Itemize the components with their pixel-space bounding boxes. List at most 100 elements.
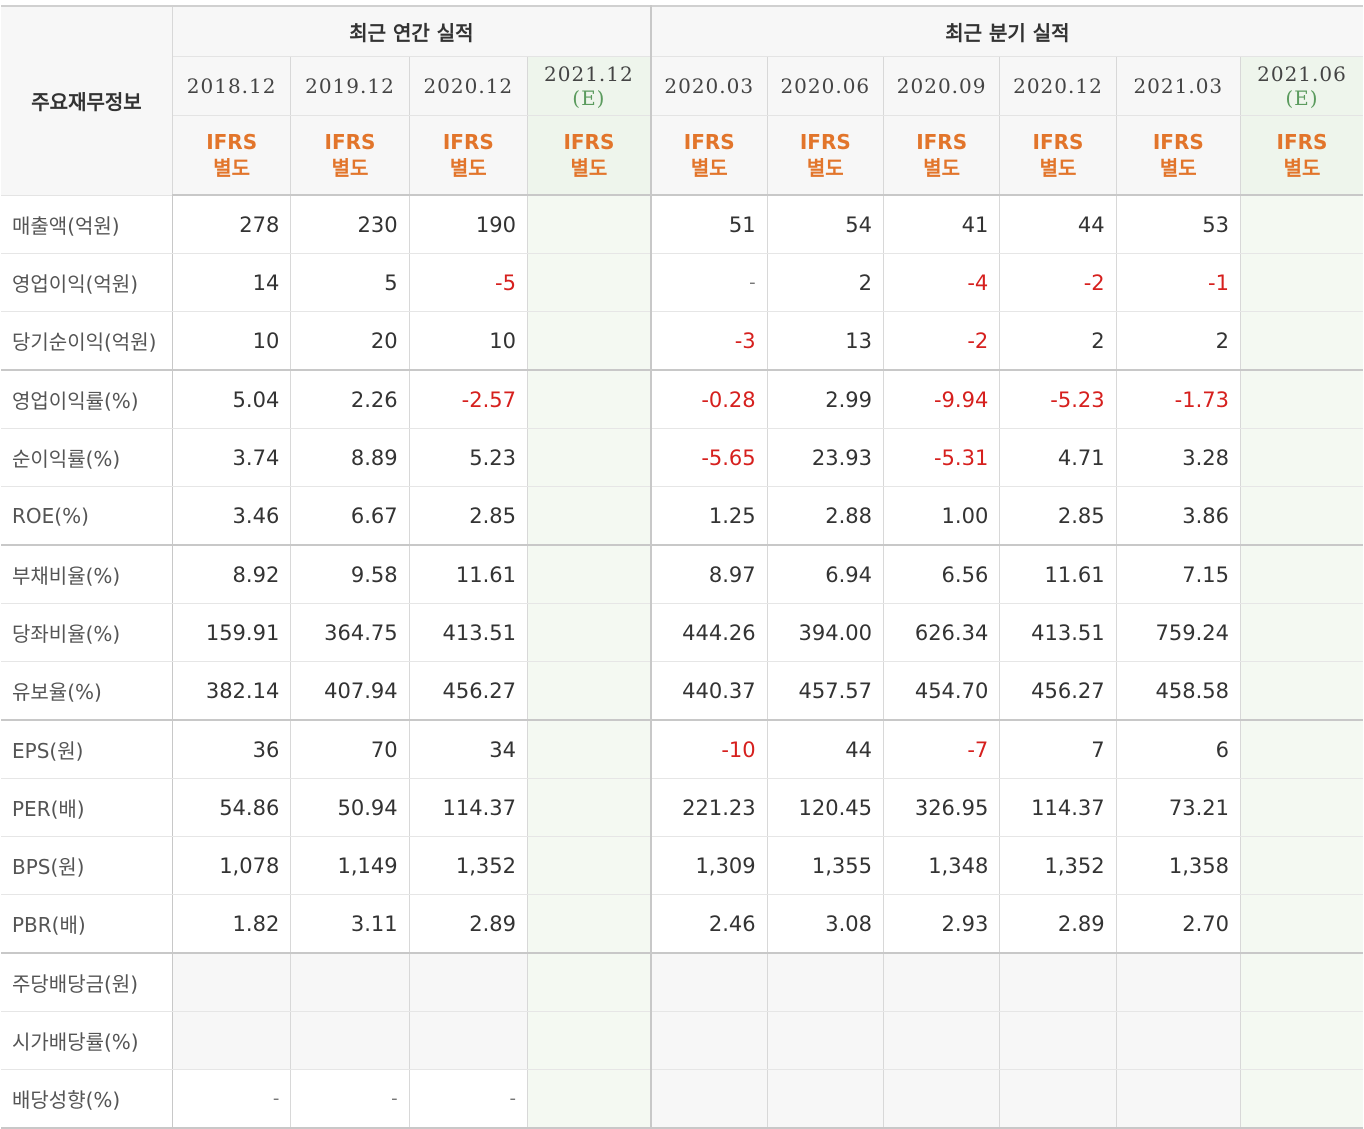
- table-row: 주당배당금(원): [1, 953, 1363, 1012]
- table-cell: [1240, 311, 1363, 371]
- table-cell: [767, 1011, 884, 1070]
- table-cell: [650, 953, 768, 1012]
- row-label: PER(배): [1, 778, 173, 837]
- table-cell: 114.37: [409, 778, 528, 837]
- table-cell: 6: [1116, 720, 1241, 779]
- table-cell: 2.88: [767, 486, 884, 546]
- table-cell: 44: [767, 720, 884, 779]
- row-label: 당기순이익(억원): [1, 311, 173, 371]
- table-row: PER(배) 54.86 50.94 114.37 221.23 120.45 326.95…: [1, 778, 1363, 837]
- period-header: 2021.12 (E): [527, 56, 652, 116]
- row-label: 유보율(%): [1, 661, 173, 721]
- table-row: 매출액(억원) 278 230 190 51 54 41 44 53: [1, 195, 1363, 254]
- table-cell: [1240, 1011, 1363, 1070]
- table-cell: 54: [767, 195, 884, 254]
- table-cell: 1,078: [172, 836, 292, 895]
- period-header: 2020.12: [409, 56, 528, 116]
- separate-label: 별도: [1283, 156, 1321, 180]
- row-label: BPS(원): [1, 836, 173, 895]
- table-cell: [409, 953, 528, 1012]
- table-cell: 5.23: [409, 428, 528, 487]
- corner-label: 주요재무정보: [1, 5, 173, 196]
- table-cell: 11.61: [409, 545, 528, 604]
- ifrs-label: IFRS: [206, 130, 258, 154]
- table-cell: 120.45: [767, 778, 884, 837]
- row-label: 시가배당률(%): [1, 1011, 173, 1070]
- table-cell: -5.31: [883, 428, 1001, 487]
- period-header: 2020.09: [883, 56, 1001, 116]
- table-cell: [999, 1069, 1117, 1129]
- table-cell: 3.08: [767, 894, 884, 954]
- separate-label: 별도: [690, 156, 728, 180]
- row-label: PBR(배): [1, 894, 173, 954]
- table-cell: 2.89: [999, 894, 1117, 954]
- table-cell: 2.46: [650, 894, 768, 954]
- table-row: 부채비율(%) 8.92 9.58 11.61 8.97 6.94 6.56 11.61 7.1…: [1, 545, 1363, 604]
- table-cell: [883, 953, 1001, 1012]
- table-cell: [527, 778, 652, 837]
- table-cell: [999, 1011, 1117, 1070]
- table-row: 배당성향(%) - - -: [1, 1069, 1363, 1129]
- table-cell: 53: [1116, 195, 1241, 254]
- table-cell: 2.85: [409, 486, 528, 546]
- table-cell: 2.85: [999, 486, 1117, 546]
- table-cell: [290, 1011, 410, 1070]
- table-cell: -9.94: [883, 370, 1001, 429]
- estimate-note: (E): [572, 86, 606, 110]
- ifrs-label: IFRS: [799, 130, 851, 154]
- row-label: 당좌비율(%): [1, 603, 173, 662]
- table-cell: 7: [999, 720, 1117, 779]
- table-cell: 2.93: [883, 894, 1001, 954]
- table-cell: 114.37: [999, 778, 1117, 837]
- table-cell: [409, 1011, 528, 1070]
- table-cell: -3: [650, 311, 768, 371]
- table-cell: [527, 370, 652, 429]
- period-header: 2021.03: [1116, 56, 1241, 116]
- table-row: 순이익률(%) 3.74 8.89 5.23 -5.65 23.93 -5.31 4.71 3.…: [1, 428, 1363, 487]
- table-cell: 1,149: [290, 836, 410, 895]
- ifrs-label: IFRS: [324, 130, 376, 154]
- table-cell: 458.58: [1116, 661, 1241, 721]
- table-cell: [999, 953, 1117, 1012]
- table-cell: 2: [999, 311, 1117, 371]
- table-cell: 34: [409, 720, 528, 779]
- table-cell: 7.15: [1116, 545, 1241, 604]
- table-cell: [527, 1011, 652, 1070]
- table-cell: [1240, 953, 1363, 1012]
- table-cell: 3.46: [172, 486, 292, 546]
- accounting-standard-label: IFRS 별도: [767, 115, 884, 196]
- table-row: 시가배당률(%): [1, 1011, 1363, 1070]
- accounting-standard-label: IFRS 별도: [999, 115, 1117, 196]
- table-row: 영업이익(억원) 14 5 -5-2 -4 -2 -1: [1, 253, 1363, 312]
- table-cell: 456.27: [409, 661, 528, 721]
- table-cell: -2: [999, 253, 1117, 312]
- table-cell: 2.70: [1116, 894, 1241, 954]
- table-cell: [527, 953, 652, 1012]
- table-cell: 6.67: [290, 486, 410, 546]
- table-cell: 9.58: [290, 545, 410, 604]
- row-label: 영업이익률(%): [1, 370, 173, 429]
- table-cell: -1: [1116, 253, 1241, 312]
- table-cell: [1240, 894, 1363, 954]
- period-header: 2020.12: [999, 56, 1117, 116]
- separate-label: 별도: [1039, 156, 1077, 180]
- table-cell: 1,352: [409, 836, 528, 895]
- table-row: 당좌비율(%) 159.91 364.75 413.51 444.26 394.00 626…: [1, 603, 1363, 662]
- table-cell: 5: [290, 253, 410, 312]
- table-cell: [767, 1069, 884, 1129]
- table-cell: 2.26: [290, 370, 410, 429]
- table-row: 유보율(%) 382.14 407.94 456.27 440.37 457.57 454.…: [1, 661, 1363, 721]
- table-cell: [650, 1011, 768, 1070]
- table-cell: [172, 953, 292, 1012]
- table-cell: 221.23: [650, 778, 768, 837]
- table-cell: 4.71: [999, 428, 1117, 487]
- table-cell: 13: [767, 311, 884, 371]
- table-cell: 1.82: [172, 894, 292, 954]
- row-label: 순이익률(%): [1, 428, 173, 487]
- annual-group-header: 최근 연간 실적: [172, 5, 652, 57]
- ifrs-label: IFRS: [1276, 130, 1328, 154]
- table-cell: 2: [767, 253, 884, 312]
- table-cell: 10: [172, 311, 292, 371]
- separate-label: 별도: [806, 156, 844, 180]
- accounting-standard-label: IFRS 별도: [409, 115, 528, 196]
